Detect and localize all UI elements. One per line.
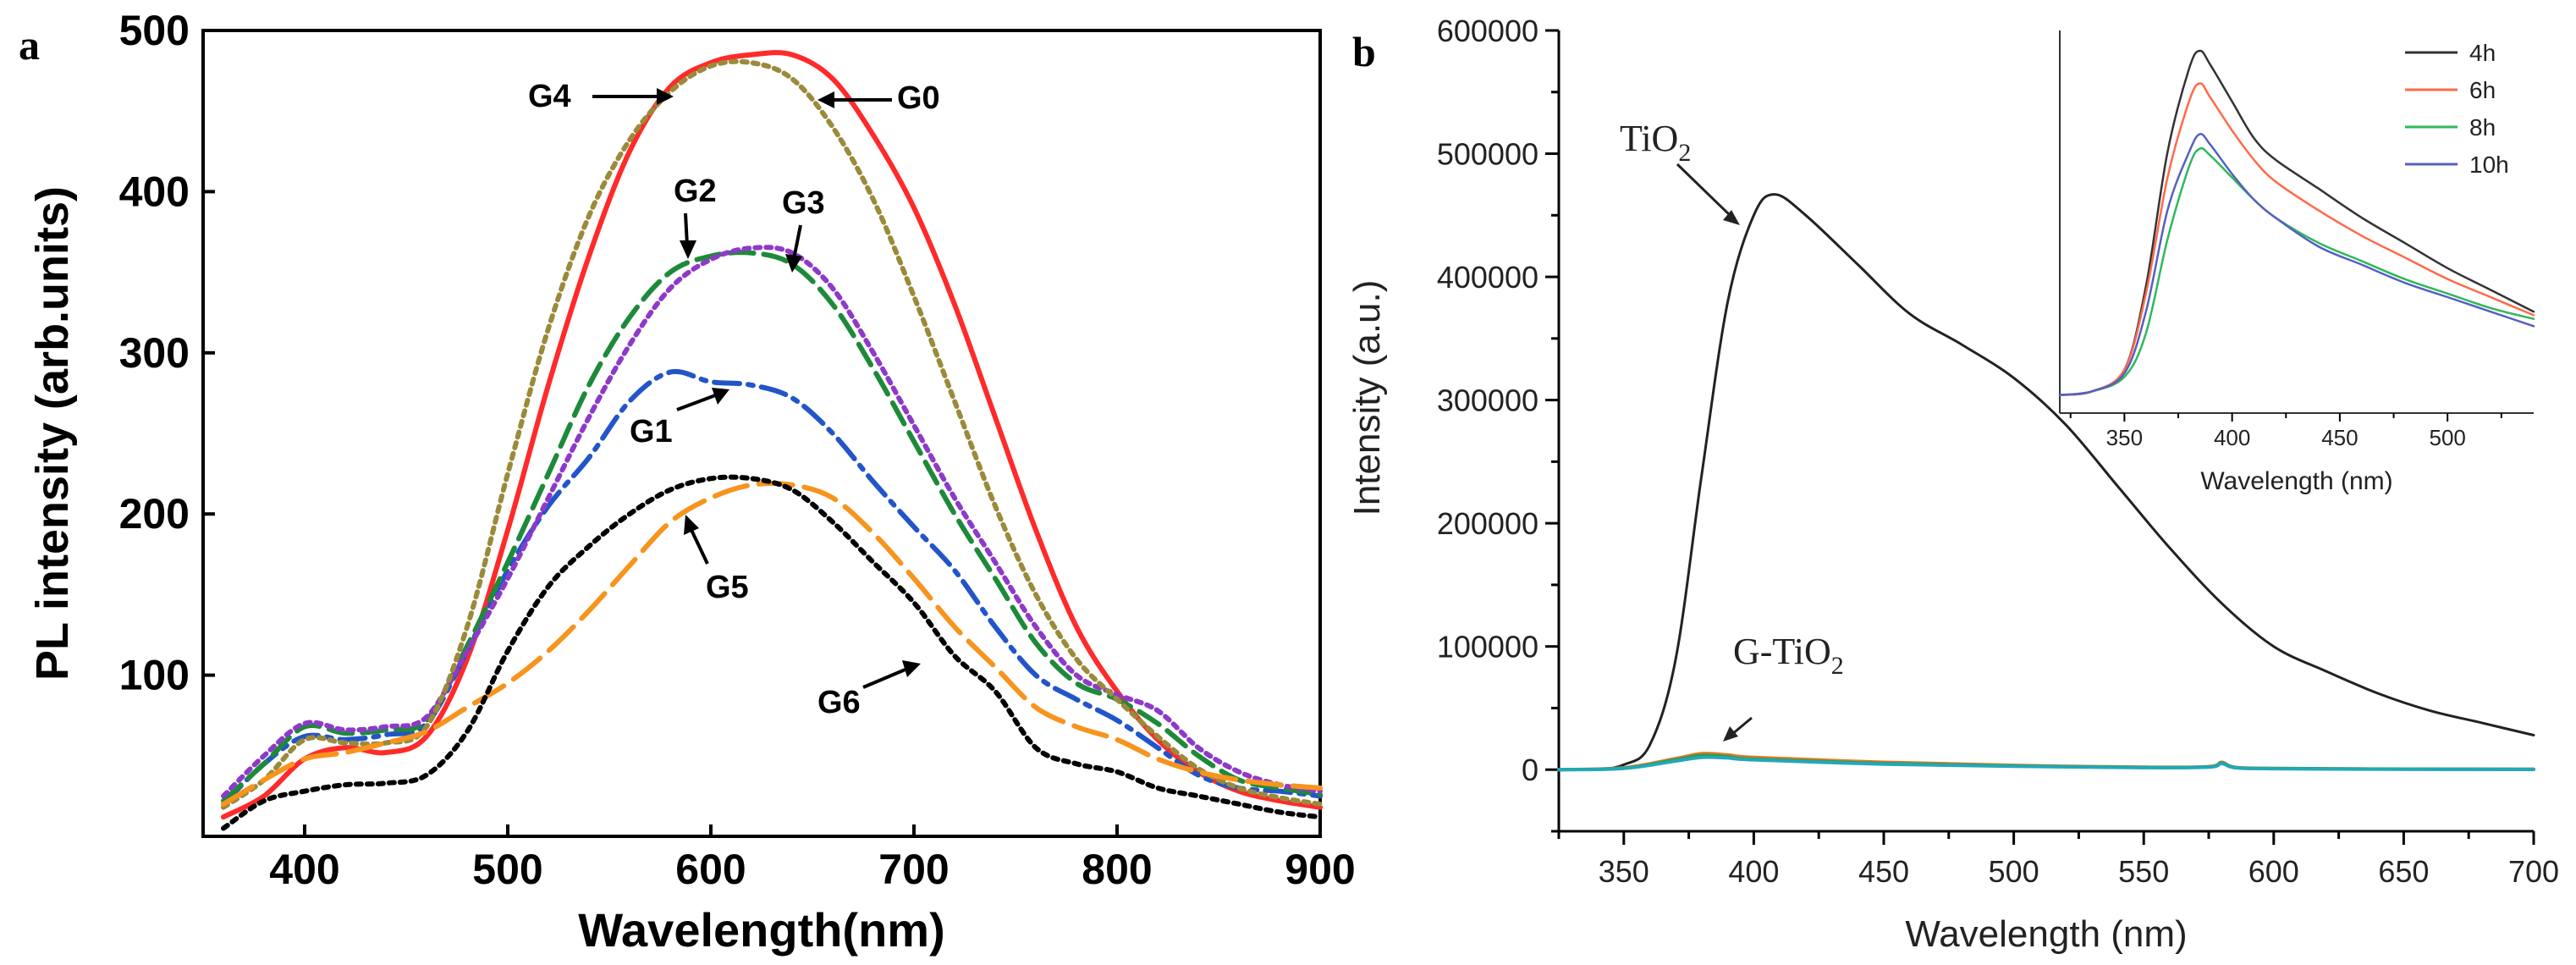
annotation-g-tio2: G-TiO2 [1723, 631, 1844, 742]
panel-b-y-tick-label: 200000 [1437, 506, 1538, 541]
annotation-g3: G3 [782, 185, 825, 221]
annotation-g2-arrowhead [680, 240, 696, 259]
panel-b-x-axis-title: Wavelength (nm) [1905, 913, 2187, 955]
panel-b-y-tick-label: 0 [1522, 753, 1538, 787]
series-tio2 [1557, 193, 2535, 771]
annotation-g6-arrowhead [902, 660, 921, 677]
annotation-g-tio2-subscript: 2 [1831, 652, 1844, 680]
panel-b-x-tick-label: 600 [2248, 854, 2299, 889]
panel-b-y-axis-title: Intensity (a.u.) [1346, 280, 1388, 516]
panel-b-y-tick-label: 400000 [1437, 260, 1538, 295]
inset-legend-label: 10h [2469, 152, 2509, 178]
panel-a-x-tick-label: 800 [1082, 846, 1152, 893]
series-g4 [221, 58, 1323, 810]
panel-a-plot-frame [201, 29, 1322, 838]
annotation-g5-arrowhead [684, 515, 699, 535]
annotation-g6: G6 [817, 685, 861, 720]
annotation-g4: G4 [528, 79, 571, 114]
panel-b-x-tick-label: 350 [1599, 854, 1649, 889]
inset-series [2058, 49, 2535, 396]
annotation-g0: G0 [897, 80, 940, 116]
inset-legend: 4h 6h 8h 10h [2405, 40, 2509, 178]
annotation-g1-arrowhead [712, 388, 729, 405]
panel-a-x-tick-label: 900 [1285, 846, 1355, 893]
panel-b-x-tick-label: 700 [2508, 854, 2559, 889]
annotation-g-tio2-arrow [1731, 716, 1753, 736]
panel-a-ticks: 400 500 600 700 800 900 100 200 300 400 500 [119, 7, 1356, 893]
inset-series-6h [2058, 82, 2535, 396]
series-g-tio2-cyan [1557, 755, 2535, 772]
annotation-tio2-subscript: 2 [1678, 139, 1691, 167]
panel-b-y-tick-label: 100000 [1437, 630, 1538, 664]
panel-b-x-tick-label: 550 [2118, 854, 2169, 889]
panel-b-y-tick-label: 300000 [1437, 383, 1538, 418]
panel-b-x-tick-label: 500 [1989, 854, 2039, 889]
panel-b-x-tick-label: 400 [1728, 854, 1779, 889]
inset-ticks: 350 400 450 500 [2069, 413, 2502, 450]
panel-b-x-tick-label: 450 [1858, 854, 1909, 889]
inset-x-tick-label: 450 [2321, 425, 2358, 450]
panel-a-letter: a [19, 21, 40, 69]
inset-x-tick-label: 500 [2429, 425, 2465, 450]
annotation-g3-arrowhead [785, 254, 802, 273]
annotation-g1-arrow [676, 393, 718, 411]
annotation-tio2-text: TiO [1620, 118, 1678, 159]
inset-x-tick-label: 400 [2214, 425, 2250, 450]
panel-b-inset: 350 400 450 500 Wavelength (nm) 4h 6h 8h 10h [2058, 30, 2535, 495]
panel-b-ticks: 350 400 450 500 550 600 650 700 0 100000 200000 300… [1437, 14, 2559, 889]
annotation-g3-arrow [792, 224, 802, 260]
annotation-g1: G1 [630, 414, 673, 449]
annotation-g5: G5 [706, 570, 749, 605]
inset-series-8h [2058, 146, 2535, 396]
series-g3 [221, 245, 1323, 799]
annotation-tio2-arrowhead [1723, 210, 1740, 225]
panel-a-y-tick-label: 200 [119, 490, 190, 538]
panel-a-x-tick-label: 400 [269, 846, 339, 893]
inset-x-tick-label: 350 [2106, 425, 2143, 450]
panel-a-x-tick-label: 600 [675, 846, 746, 893]
annotation-tio2-arrow [1676, 163, 1733, 218]
panel-b-x-tick-label: 650 [2378, 854, 2429, 889]
inset-series-10h [2058, 132, 2535, 396]
annotation-g2: G2 [674, 174, 717, 209]
inset-legend-label: 4h [2469, 40, 2496, 66]
inset-background [2060, 30, 2534, 413]
panel-a-y-axis-title: PL intensity (arb.units) [27, 186, 78, 681]
panel-b-y-tick-label: 600000 [1437, 14, 1538, 48]
annotation-g4-arrowhead [657, 88, 674, 105]
panel-a-x-axis-title: Wavelength(nm) [578, 903, 944, 957]
annotation-g-tio2-text: G-TiO [1733, 631, 1831, 672]
panel-a-y-tick-label: 300 [119, 329, 190, 377]
annotation-g0-arrowhead [817, 91, 834, 108]
svg-text:TiO2: TiO2 [1620, 118, 1691, 167]
panel-a-y-tick-label: 100 [119, 652, 190, 699]
inset-legend-label: 8h [2469, 114, 2496, 141]
panel-a-y-tick-label: 400 [119, 168, 190, 215]
panel-b-series [1557, 193, 2535, 772]
series-g0 [221, 50, 1323, 820]
annotation-g6-arrow [862, 667, 908, 689]
series-g2 [221, 250, 1323, 804]
inset-x-axis-title: Wavelength (nm) [2200, 467, 2392, 495]
annotation-g5-arrow [689, 527, 709, 565]
series-g6 [221, 474, 1323, 831]
series-g5 [221, 481, 1323, 807]
panel-a-x-tick-label: 500 [472, 846, 542, 893]
panel-b-chart: b 350 400 450 500 550 600 650 70001000002000003… [1346, 14, 2559, 955]
panel-b-letter: b [1352, 28, 1376, 75]
annotation-g-tio2-arrowhead [1723, 726, 1738, 742]
panel-a-series [221, 50, 1323, 831]
panel-b-y-tick-label: 500000 [1437, 137, 1538, 172]
svg-text:G-TiO2: G-TiO2 [1733, 631, 1844, 680]
series-g1 [221, 368, 1323, 807]
panel-a-annotations: G4 G0 G2 G3 G1 G5 G6 [528, 79, 940, 720]
panel-a-chart: a 400 500 600 700 800 900 100 200 300 400 500 Wave… [19, 7, 1356, 957]
annotation-tio2: TiO2 [1620, 118, 1740, 225]
panel-a-y-tick-label: 500 [119, 7, 190, 54]
inset-legend-label: 6h [2469, 77, 2496, 103]
panel-a-x-tick-label: 700 [878, 846, 949, 893]
annotation-g2-arrow [684, 212, 689, 246]
